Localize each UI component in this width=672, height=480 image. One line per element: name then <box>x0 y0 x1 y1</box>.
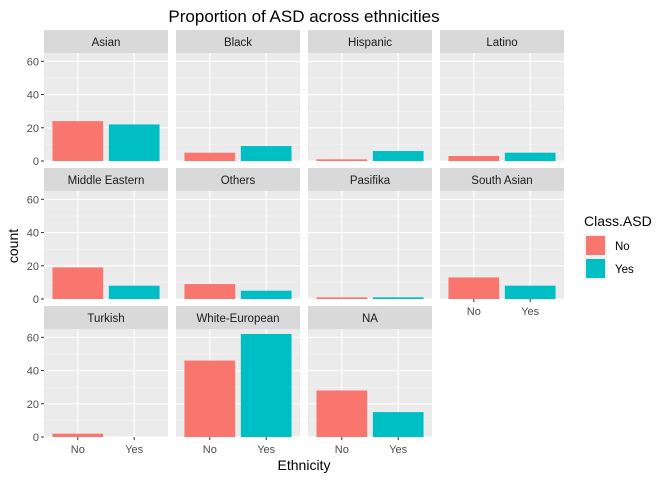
strip-label: Latino <box>486 37 517 49</box>
x-tick-label: No <box>203 444 217 456</box>
bar-south-asian-no <box>448 277 500 299</box>
x-tick-label: No <box>335 444 349 456</box>
strip-background <box>44 306 168 329</box>
strip-label: Black <box>224 37 252 49</box>
strip-label: Turkish <box>87 313 124 325</box>
strip-label: Hispanic <box>348 37 392 49</box>
bar-south-asian-yes <box>504 285 556 299</box>
panel-white-european: White-European No Yes <box>176 306 300 456</box>
bar-hispanic-yes <box>372 151 424 161</box>
strip-background <box>176 30 300 53</box>
panel-middle-eastern: Middle Eastern 0 20 40 60 <box>27 168 168 306</box>
y-tick-label: 20 <box>27 123 39 135</box>
y-axis-title: count <box>5 229 21 263</box>
bar-na-no <box>316 390 368 437</box>
panel-background <box>44 329 168 437</box>
y-tick-label: 60 <box>27 332 39 344</box>
strip-label: Others <box>221 175 256 187</box>
y-tick-label: 0 <box>33 156 39 168</box>
legend: Class.ASD No Yes <box>584 213 652 280</box>
panel-background <box>308 53 432 161</box>
panel-asian: Asian 0 20 40 60 <box>27 30 168 168</box>
strip-label: Asian <box>92 37 121 49</box>
bar-na-yes <box>372 412 424 437</box>
panels-layer: Asian 0 20 40 60 Black Hispanic Latino Middle Ea… <box>27 30 564 456</box>
panel-others: Others <box>176 168 300 300</box>
strip-background <box>308 30 432 53</box>
strip-background <box>176 168 300 191</box>
panel-latino: Latino <box>440 30 564 162</box>
panel-pasifika: Pasifika <box>308 168 432 300</box>
panel-background <box>176 53 300 161</box>
panel-background <box>308 191 432 299</box>
x-tick-label: No <box>467 306 481 318</box>
bar-latino-yes <box>504 152 556 161</box>
bar-white-european-yes <box>240 333 292 437</box>
legend-key-no <box>586 236 605 255</box>
legend-key-yes <box>586 259 605 278</box>
y-tick-label: 60 <box>27 194 39 206</box>
x-tick-label: Yes <box>389 444 407 456</box>
bar-middle-eastern-no <box>52 267 104 299</box>
strip-background <box>44 30 168 53</box>
bar-white-european-no <box>184 360 236 437</box>
x-tick-label: Yes <box>521 306 539 318</box>
strip-label: Pasifika <box>350 175 391 187</box>
y-tick-label: 0 <box>33 432 39 444</box>
strip-background <box>308 168 432 191</box>
strip-background <box>44 168 168 191</box>
legend-label-yes: Yes <box>615 264 634 276</box>
bar-others-yes <box>240 290 292 299</box>
bar-asian-no <box>52 121 104 161</box>
strip-label: Middle Eastern <box>68 175 145 187</box>
strip-background <box>308 306 432 329</box>
panel-hispanic: Hispanic <box>308 30 432 162</box>
panel-na: NA No Yes <box>308 306 432 456</box>
panel-turkish: Turkish 0 20 40 60 No Yes <box>27 306 168 456</box>
y-tick-label: 20 <box>27 399 39 411</box>
y-tick-label: 40 <box>27 228 39 240</box>
strip-label: South Asian <box>471 175 532 187</box>
strip-background <box>440 168 564 191</box>
strip-label: White-European <box>196 313 279 325</box>
strip-background <box>440 30 564 53</box>
y-tick-label: 40 <box>27 366 39 378</box>
bar-turkish-no <box>52 433 104 437</box>
bar-black-no <box>184 152 236 161</box>
y-tick-label: 60 <box>27 56 39 68</box>
bar-hispanic-no <box>316 159 368 161</box>
panel-south-asian: South Asian No Yes <box>440 168 564 318</box>
bar-latino-no <box>448 156 500 161</box>
y-tick-label: 20 <box>27 261 39 273</box>
x-tick-label: Yes <box>257 444 275 456</box>
bar-pasifika-yes <box>372 297 424 299</box>
bar-others-no <box>184 284 236 299</box>
bar-middle-eastern-yes <box>108 285 160 299</box>
legend-title: Class.ASD <box>584 213 652 229</box>
strip-background <box>176 306 300 329</box>
y-tick-label: 40 <box>27 90 39 102</box>
bar-asian-yes <box>108 124 160 161</box>
y-tick-label: 0 <box>33 294 39 306</box>
panel-black: Black <box>176 30 300 162</box>
legend-label-no: No <box>615 241 630 253</box>
x-tick-label: No <box>71 444 85 456</box>
panel-background <box>176 191 300 299</box>
x-tick-label: Yes <box>125 444 143 456</box>
strip-label: NA <box>362 313 378 325</box>
chart-title: Proportion of ASD across ethnicities <box>168 7 439 26</box>
panel-background <box>440 53 564 161</box>
x-axis-title: Ethnicity <box>278 457 331 473</box>
bar-black-yes <box>240 146 292 161</box>
bar-pasifika-no <box>316 297 368 299</box>
